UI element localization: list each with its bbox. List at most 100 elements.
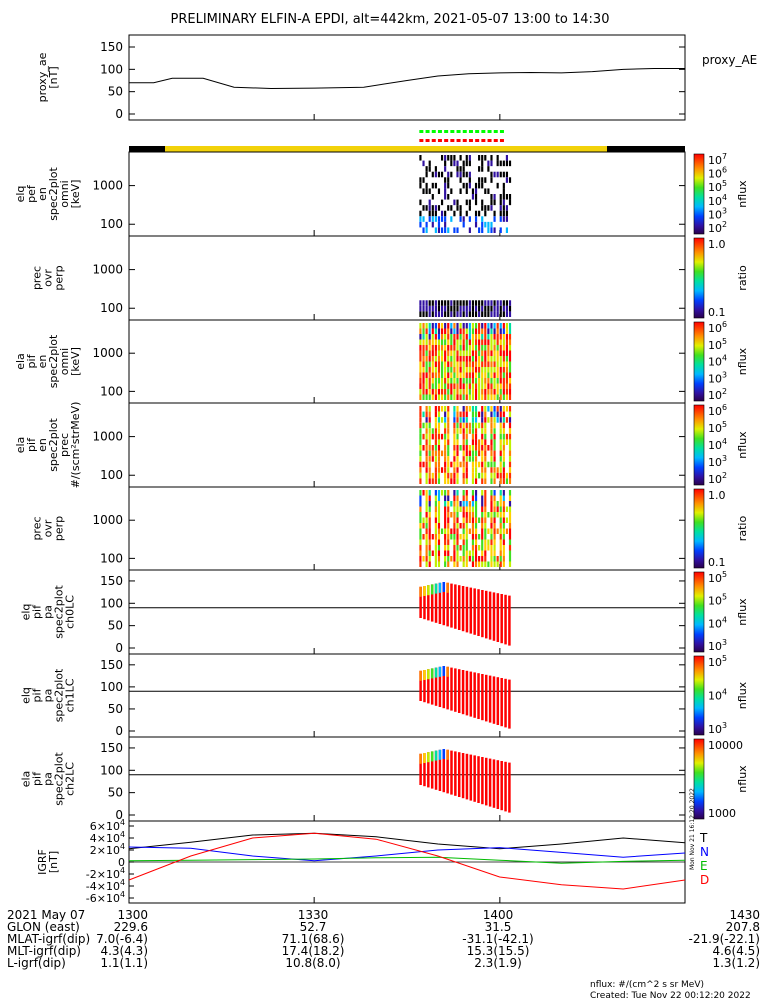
flag-mark: [481, 130, 486, 133]
heatmap-cell: [425, 495, 428, 501]
heatmap-cell: [447, 445, 450, 451]
heatmap-cell: [456, 383, 459, 389]
heatmap-cell: [434, 378, 437, 384]
heatmap-cell: [499, 227, 502, 233]
colorbar-label: nflux: [736, 765, 749, 793]
heatmap-cell: [447, 205, 450, 211]
heatmap-cell: [437, 539, 441, 545]
pa-bin: [500, 761, 503, 811]
colorbar: [693, 571, 705, 653]
heatmap-cell: [502, 545, 505, 551]
heatmap-cell: [496, 472, 499, 479]
heatmap-cell: [462, 372, 465, 378]
heatmap-cell: [431, 367, 434, 373]
pa-bin: [450, 750, 453, 795]
colorbar-tick-label: 1000: [708, 807, 736, 820]
heatmap-cell: [474, 210, 478, 217]
heatmap-cell: [499, 501, 502, 507]
heatmap-cell: [431, 210, 434, 217]
heatmap-cell: [471, 523, 475, 529]
heatmap-cell: [425, 361, 428, 367]
heatmap-cell: [434, 210, 437, 217]
heatmap-cell: [444, 356, 447, 362]
heatmap-cell: [505, 367, 509, 373]
heatmap-cell: [462, 182, 465, 189]
heatmap-cell: [440, 417, 444, 423]
heatmap-cell: [459, 305, 462, 312]
heatmap-cell: [419, 350, 422, 356]
heatmap-cell: [440, 406, 444, 412]
colorbar-tick-label: 102: [708, 387, 727, 402]
flag-mark: [487, 130, 492, 133]
heatmap-cell: [471, 534, 475, 540]
heatmap-cell: [437, 561, 441, 567]
heatmap-cell: [493, 328, 496, 334]
heatmap-cell: [502, 323, 505, 329]
heatmap-cell: [456, 450, 459, 457]
heatmap-cell: [502, 171, 505, 178]
heatmap-cell: [444, 534, 447, 540]
heatmap-cell: [440, 528, 444, 534]
heatmap-cell: [456, 534, 459, 540]
heatmap-cell: [425, 534, 428, 540]
heatmap-cell: [493, 472, 496, 479]
heatmap-cell: [425, 171, 428, 178]
heatmap-cell: [493, 417, 496, 423]
heatmap-cell: [487, 406, 490, 412]
heatmap-cell: [462, 450, 465, 457]
heatmap-cell: [459, 311, 462, 317]
heatmap-cell: [428, 323, 431, 329]
heatmap-cell: [434, 501, 437, 507]
heatmap-cell: [478, 545, 481, 551]
heatmap-cell: [447, 422, 450, 429]
heatmap-cell: [481, 160, 484, 167]
heatmap-cell: [450, 216, 453, 222]
heatmap-cell: [425, 550, 428, 556]
heatmap-cell: [481, 501, 484, 507]
heatmap-cell: [474, 378, 478, 384]
heatmap-cell: [419, 383, 422, 389]
heatmap-cell: [459, 350, 462, 356]
heatmap-cell: [499, 456, 502, 462]
heatmap-cell: [453, 361, 456, 367]
heatmap-cell: [462, 461, 465, 468]
heatmap-cell: [490, 177, 493, 183]
heatmap-cell: [481, 523, 484, 529]
heatmap-cell: [428, 517, 431, 523]
heatmap-cell: [490, 323, 493, 329]
heatmap-cell: [465, 210, 468, 217]
heatmap-cell: [474, 350, 478, 356]
heatmap-cell: [481, 345, 484, 351]
heatmap-cell: [456, 372, 459, 378]
heatmap-cell: [471, 417, 475, 423]
heatmap-cell: [471, 350, 475, 356]
heatmap-cell: [434, 350, 437, 356]
heatmap-cell: [465, 422, 468, 429]
heatmap-cell: [444, 456, 447, 462]
heatmap-cell: [478, 177, 481, 183]
heatmap-cell: [428, 445, 431, 451]
heatmap-cell: [447, 456, 450, 462]
heatmap-cell: [428, 339, 431, 345]
heatmap-cell: [508, 501, 512, 507]
heatmap-cell: [490, 495, 493, 501]
colorbar-label: nflux: [736, 598, 749, 626]
heatmap-cell: [471, 323, 475, 329]
heatmap-cell: [444, 216, 447, 222]
heatmap-cell: [428, 561, 431, 567]
heatmap-cell: [462, 300, 465, 306]
heatmap-cell: [447, 534, 450, 540]
heatmap-cell: [481, 467, 484, 473]
heatmap-cell: [440, 433, 444, 440]
pa-bin: [484, 757, 488, 806]
heatmap-cell: [434, 394, 437, 400]
heatmap-cell: [487, 339, 490, 345]
heatmap-cell: [493, 467, 496, 473]
legend-entry: D: [700, 873, 709, 887]
heatmap-cell: [456, 490, 459, 496]
heatmap-cell: [496, 334, 499, 340]
colorbar-label: ratio: [736, 516, 749, 542]
heatmap-cell: [487, 389, 490, 395]
heatmap-cell: [428, 188, 431, 194]
heatmap-cell: [419, 361, 422, 367]
